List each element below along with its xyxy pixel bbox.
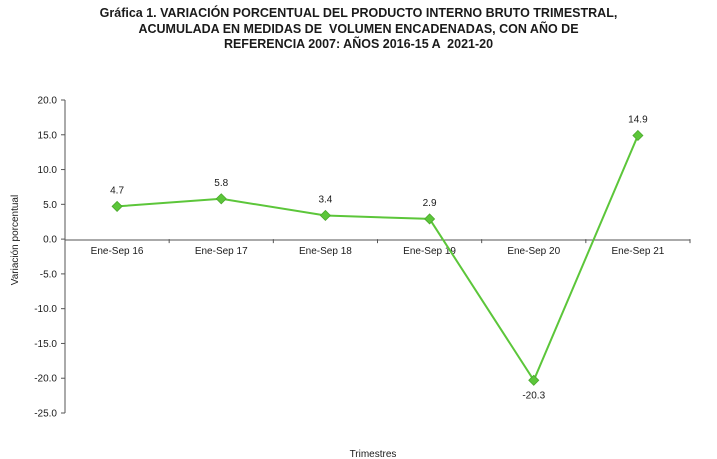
data-label: 5.8 xyxy=(214,178,228,189)
data-label: 3.4 xyxy=(318,194,332,205)
y-tick-label: -10.0 xyxy=(34,304,57,315)
y-tick-label: 20.0 xyxy=(38,96,58,107)
series-line xyxy=(117,135,639,383)
data-label: 14.9 xyxy=(628,114,648,125)
chart-title-line-1: Gráfica 1. VARIACIÓN PORCENTUAL DEL PROD… xyxy=(99,6,618,20)
data-point-marker xyxy=(215,193,227,205)
y-tick-label: 15.0 xyxy=(38,130,58,141)
y-tick-label: -5.0 xyxy=(40,269,58,280)
plot-area xyxy=(65,100,690,413)
y-tick-label: -25.0 xyxy=(34,409,57,420)
data-point-marker xyxy=(528,374,540,386)
y-tick-label: -15.0 xyxy=(34,339,57,350)
data-point-marker xyxy=(632,129,644,142)
chart-title-line-3: REFERENCIA 2007: AÑOS 2016-15 A 2021-20 xyxy=(223,37,494,51)
data-label: 4.7 xyxy=(110,185,124,196)
x-category-label: Ene-Sep 20 xyxy=(507,246,560,257)
data-point-marker xyxy=(424,213,436,225)
y-tick-label: 0.0 xyxy=(43,235,57,246)
y-tick-label: 10.0 xyxy=(38,165,58,176)
data-label: 2.9 xyxy=(423,198,437,209)
x-category-label: Ene-Sep 21 xyxy=(612,246,665,257)
chart-title: Gráfica 1. VARIACIÓN PORCENTUAL DEL PROD… xyxy=(0,6,717,53)
y-tick-label: 5.0 xyxy=(43,200,57,211)
y-axis-title: Variación porcentual xyxy=(10,195,21,285)
x-category-label: Ene-Sep 18 xyxy=(299,246,352,257)
y-tick-label: -20.0 xyxy=(34,374,57,385)
x-category-label: Ene-Sep 19 xyxy=(403,246,456,257)
data-label: -20.3 xyxy=(522,390,545,401)
x-axis-title: Trimestres xyxy=(350,449,397,459)
x-category-label: Ene-Sep 16 xyxy=(91,246,144,257)
x-category-label: Ene-Sep 17 xyxy=(195,246,248,257)
chart-title-line-2: ACUMULADA EN MEDIDAS DE VOLUMEN ENCADENA… xyxy=(138,21,579,36)
data-point-marker xyxy=(319,209,331,222)
data-point-marker xyxy=(111,200,123,212)
